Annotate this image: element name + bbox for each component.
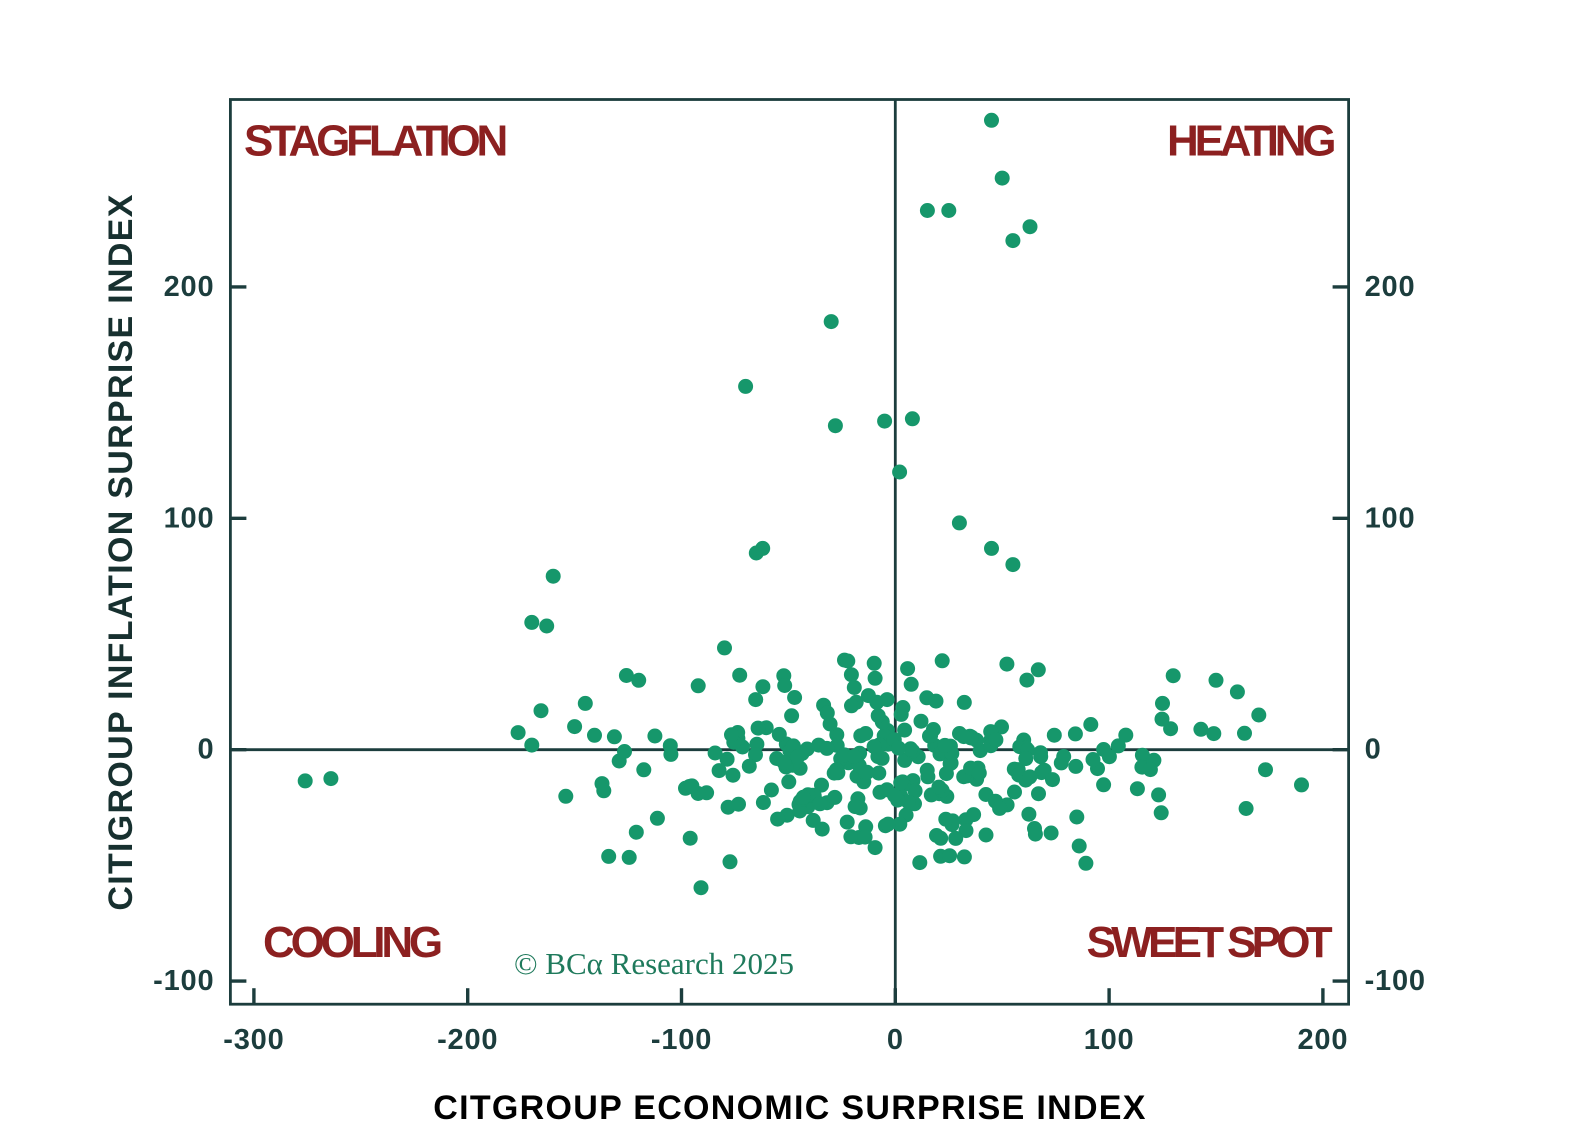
svg-text:0: 0 (887, 1024, 904, 1056)
svg-text:CITIGROUP INFLATION SURPRISE I: CITIGROUP INFLATION SURPRISE INDEX (102, 193, 140, 910)
svg-text:100: 100 (164, 502, 215, 534)
svg-text:-100: -100 (153, 965, 214, 997)
svg-text:0: 0 (1365, 734, 1382, 766)
svg-text:CITGROUP ECONOMIC SURPRISE IND: CITGROUP ECONOMIC SURPRISE INDEX (433, 1089, 1147, 1127)
svg-text:0: 0 (197, 734, 214, 766)
svg-text:-300: -300 (223, 1024, 284, 1056)
svg-text:HEATING: HEATING (1167, 117, 1334, 166)
svg-text:200: 200 (1298, 1024, 1349, 1056)
svg-text:-200: -200 (437, 1024, 498, 1056)
svg-text:200: 200 (1365, 271, 1416, 303)
svg-text:© BCα Research 2025: © BCα Research 2025 (514, 946, 794, 981)
svg-text:COOLING: COOLING (263, 918, 441, 967)
svg-text:100: 100 (1084, 1024, 1135, 1056)
svg-text:100: 100 (1365, 502, 1416, 534)
svg-text:-100: -100 (651, 1024, 712, 1056)
svg-text:-100: -100 (1365, 965, 1426, 997)
svg-text:200: 200 (164, 271, 215, 303)
svg-text:SWEET SPOT: SWEET SPOT (1087, 918, 1333, 967)
svg-text:STAGFLATION: STAGFLATION (244, 117, 506, 166)
